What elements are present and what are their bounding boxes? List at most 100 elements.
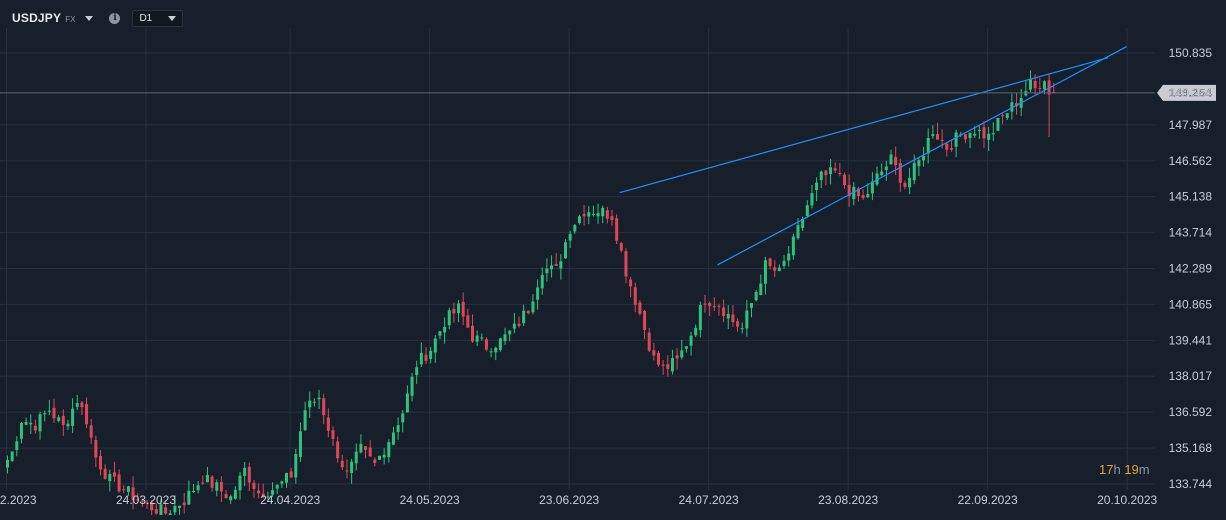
bearish-candle <box>708 303 712 307</box>
bullish-candle <box>866 194 870 198</box>
current-price-label: 149.254 <box>1169 86 1213 100</box>
bearish-candle <box>717 305 721 307</box>
bearish-candle <box>629 279 633 287</box>
bearish-candle <box>526 310 530 314</box>
bullish-candle <box>312 401 316 403</box>
bullish-candle <box>796 225 800 239</box>
x-tick-label: 24.04.2023 <box>260 493 320 507</box>
bearish-candle <box>982 127 986 139</box>
bearish-candle <box>452 308 456 314</box>
bullish-candle <box>419 352 423 365</box>
x-tick-label: 23.08.2023 <box>818 493 878 507</box>
bearish-candle <box>1033 80 1037 89</box>
bullish-candle <box>1005 113 1009 119</box>
y-tick-label: 140.865 <box>1169 297 1213 311</box>
bullish-candle <box>568 234 572 241</box>
y-tick-label: 150.835 <box>1169 46 1213 60</box>
bearish-candle <box>322 398 326 416</box>
bullish-candle <box>238 475 242 491</box>
x-axis[interactable]: 22.02.2023 24.03.2023 24.04.2023 24.05.2023… <box>0 493 1158 507</box>
y-tick-label: 135.168 <box>1169 441 1213 455</box>
bearish-candle <box>610 216 614 220</box>
price-label-badge <box>1157 84 1216 101</box>
bearish-candle <box>675 355 679 359</box>
bearish-candle <box>661 364 665 366</box>
bullish-candle <box>536 287 540 300</box>
bullish-candle <box>229 496 233 501</box>
bearish-candle <box>140 500 144 502</box>
y-axis[interactable]: 150.835 149.254 147.987 146.562 145.138 143.7… <box>1169 46 1213 491</box>
bullish-candle <box>43 413 47 415</box>
bullish-candle <box>159 504 163 517</box>
y-tick-label: 146.562 <box>1169 154 1213 168</box>
bearish-candle <box>605 210 609 219</box>
bullish-candle <box>601 207 605 217</box>
bearish-candle <box>615 218 619 241</box>
bullish-candle <box>954 132 958 147</box>
bullish-candle <box>689 335 693 346</box>
timeframe-select[interactable]: D1 <box>132 9 184 27</box>
bullish-candle <box>294 454 298 478</box>
bullish-candle <box>801 218 805 229</box>
bullish-candle <box>1010 102 1014 112</box>
bullish-candle <box>745 310 749 329</box>
y-tick-label: 147.987 <box>1169 118 1213 132</box>
bullish-candle <box>670 358 674 372</box>
candles <box>6 70 1056 520</box>
bearish-candle <box>257 490 261 494</box>
bullish-candle <box>38 414 42 432</box>
bullish-candle <box>15 441 19 450</box>
bearish-candle <box>945 143 949 150</box>
bullish-candle <box>987 133 991 140</box>
timeframe-value: D1 <box>139 12 153 24</box>
bearish-candle <box>722 307 726 316</box>
bearish-candle <box>336 441 340 459</box>
bullish-candle <box>494 347 498 353</box>
bullish-candle <box>754 292 758 301</box>
bearish-candle <box>85 404 89 425</box>
bullish-candle <box>991 133 995 135</box>
bullish-candle <box>503 334 507 342</box>
bullish-candle <box>317 397 321 400</box>
bullish-candle <box>126 486 130 492</box>
bullish-candle <box>401 413 405 423</box>
bullish-candle <box>429 350 433 359</box>
symbol-label[interactable]: USDJPY <box>12 11 62 25</box>
bullish-candle <box>475 335 479 342</box>
bearish-candle <box>145 502 149 504</box>
trendlines[interactable] <box>619 46 1127 266</box>
bullish-candle <box>405 393 409 413</box>
bearish-candle <box>424 354 428 361</box>
bullish-candle <box>1029 78 1032 90</box>
bullish-candle <box>47 410 51 412</box>
bearish-candle <box>52 407 56 419</box>
bullish-candle <box>545 268 549 274</box>
bearish-candle <box>657 352 660 365</box>
bearish-candle <box>364 446 368 450</box>
bearish-candle <box>289 471 293 478</box>
bearish-candle <box>219 482 223 492</box>
bullish-candle <box>694 327 698 336</box>
bullish-candle <box>763 260 767 284</box>
x-tick-label: 24.05.2023 <box>400 493 460 507</box>
bullish-candle <box>750 303 753 308</box>
bearish-candle <box>1001 115 1005 117</box>
bearish-candle <box>898 163 902 183</box>
bullish-candle <box>24 422 28 425</box>
bullish-candle <box>359 443 363 453</box>
y-tick-label: 149.254 <box>1169 86 1213 100</box>
bullish-candle <box>6 460 9 468</box>
bearish-candle <box>261 493 265 498</box>
bullish-candle <box>684 346 688 349</box>
bullish-candle <box>508 330 512 335</box>
symbol-dropdown-icon[interactable] <box>85 15 94 21</box>
info-icon[interactable]: i <box>109 12 121 24</box>
bullish-candle <box>415 367 419 376</box>
bullish-candle <box>298 431 302 458</box>
bearish-candle <box>484 339 488 350</box>
bullish-candle <box>559 261 563 269</box>
bullish-candle <box>173 505 177 513</box>
bearish-candle <box>936 134 939 140</box>
